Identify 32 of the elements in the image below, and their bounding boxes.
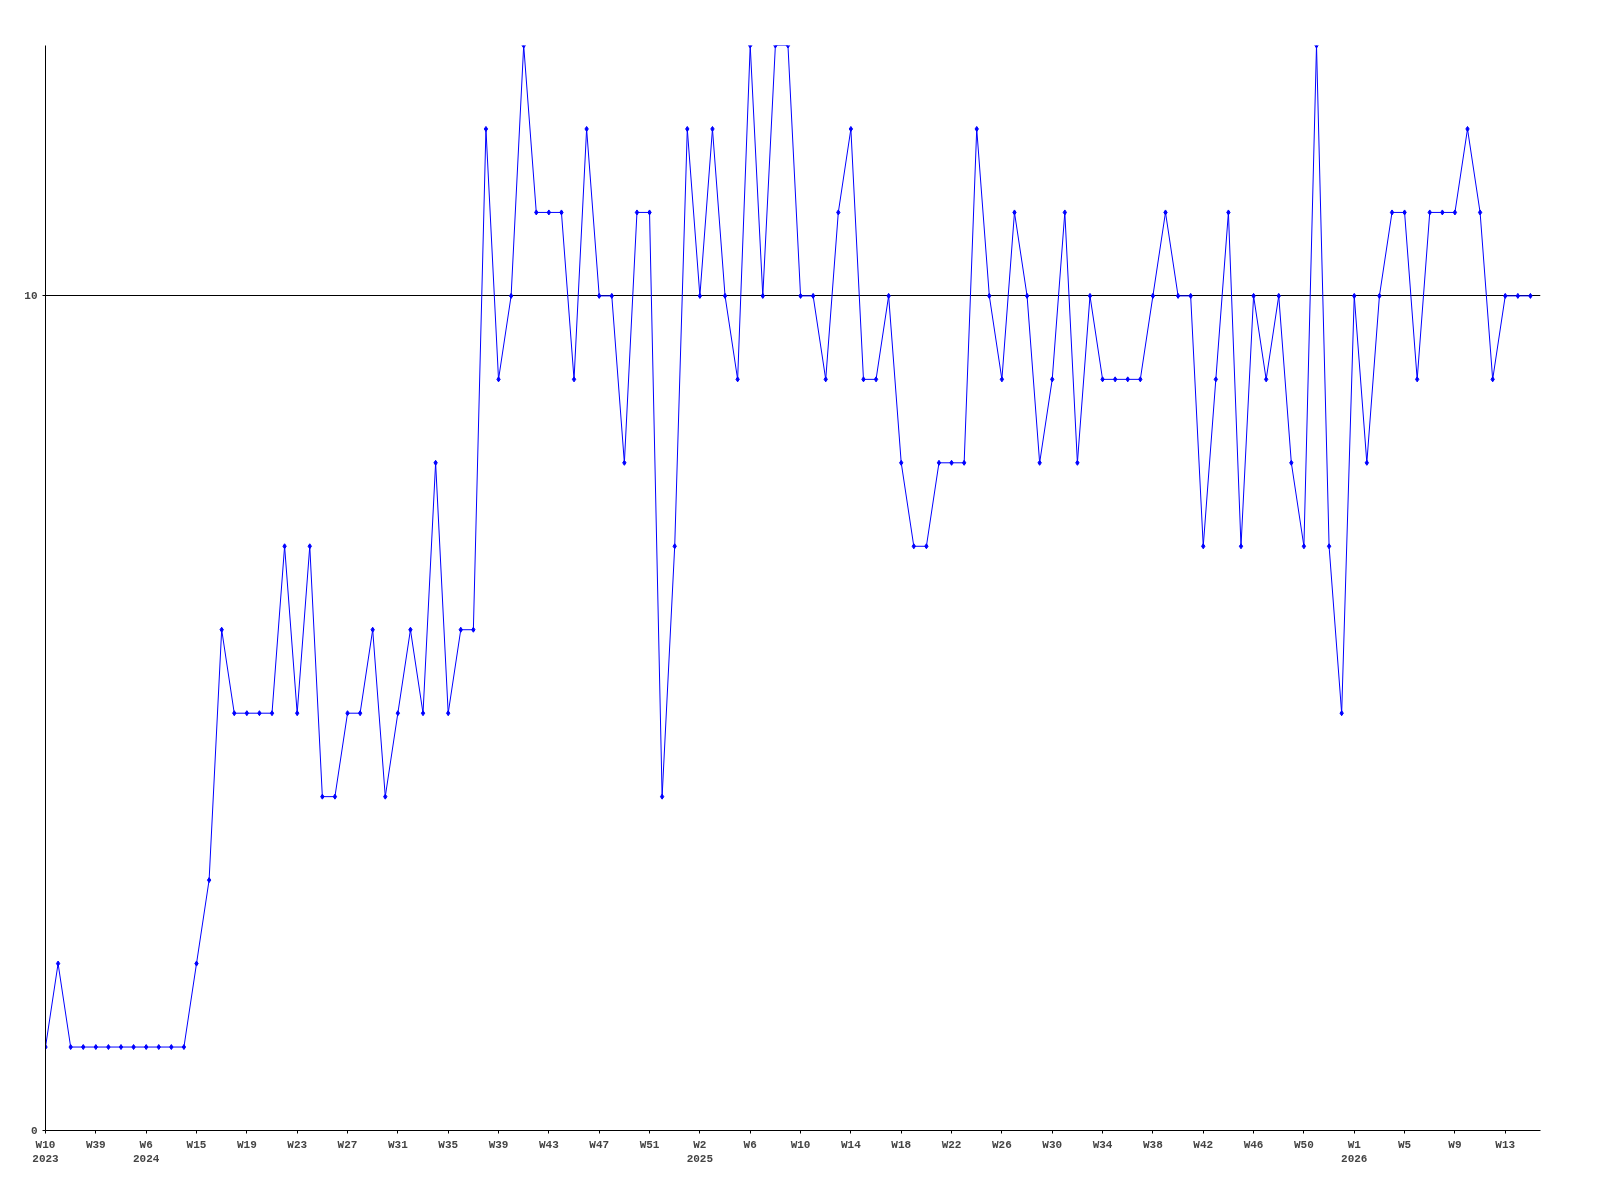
x-tick-label: W14	[840, 1138, 862, 1151]
x-tick-label: W35	[438, 1138, 459, 1151]
x-tick-label: W19	[236, 1138, 257, 1151]
y-tick-label: 0	[30, 1125, 38, 1137]
x-tick-label: W6 2024	[132, 1138, 160, 1165]
x-tick-label: W15	[186, 1138, 207, 1151]
x-tick-label: W34	[1092, 1138, 1113, 1151]
x-tick-label: W30	[1042, 1138, 1063, 1151]
x-tick-label: W38	[1143, 1138, 1164, 1151]
x-tick-label: W39	[488, 1138, 509, 1151]
y-tick-label: 10	[24, 290, 38, 303]
x-tick-label: W23	[287, 1138, 308, 1151]
x-tick-label: W2 2025	[686, 1138, 714, 1165]
x-tick-label: W6	[743, 1138, 757, 1151]
x-tick-label: W22	[941, 1138, 962, 1151]
x-tick-label: W47	[589, 1138, 610, 1151]
x-tick-label: W5	[1397, 1138, 1412, 1151]
x-tick-label: W18	[891, 1138, 912, 1151]
x-tick-label: W50	[1294, 1138, 1314, 1151]
x-tick-label: W46	[1243, 1138, 1264, 1151]
x-tick-label: W43	[538, 1138, 560, 1151]
x-tick-label: W26	[992, 1138, 1012, 1151]
x-tick-label: W9	[1448, 1138, 1462, 1151]
x-tick-label: W31	[387, 1138, 409, 1151]
x-tick-label: W1 2026	[1341, 1138, 1368, 1165]
x-tick-label: W42	[1193, 1138, 1214, 1151]
x-tick-label: W27	[337, 1138, 358, 1151]
x-tick-label: W10 2023	[32, 1138, 60, 1165]
x-tick-label: W13	[1495, 1138, 1516, 1151]
x-tick-label: W39	[85, 1138, 106, 1151]
x-tick-label: W51	[639, 1138, 660, 1151]
x-tick-label: W10	[790, 1138, 811, 1151]
